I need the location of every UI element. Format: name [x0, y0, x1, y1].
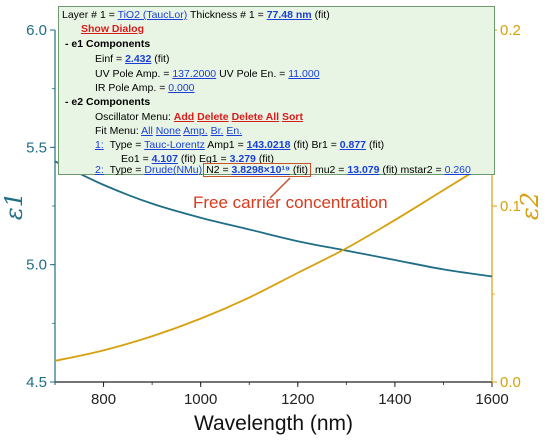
right-y-axis-title: ε2 [516, 192, 544, 220]
osc1-amp-link[interactable]: 143.0218 [246, 139, 291, 151]
thickness-fit: (fit) [314, 9, 330, 21]
carrier-concentration-box: N2 = 3.8298×10¹⁹ (fit) [203, 163, 312, 177]
fit-amp-link[interactable]: Amp. [183, 125, 208, 137]
oscillator-1-energy-row: Eo1 = 4.107 (fit) Eg1 = 3.279 (fit) [121, 153, 274, 166]
left-y-tick-label: 6.0 [26, 22, 47, 39]
osc1-eg-link[interactable]: 3.279 [229, 153, 256, 165]
thickness-label: Thickness # 1 = [189, 9, 264, 21]
show-dialog-button[interactable]: Show Dialog [81, 23, 144, 35]
oscillator-1-row: 1: Type = Tauc-Lorentz Amp1 = 143.0218 (… [95, 139, 384, 152]
ir-amp-value-link[interactable]: 0.000 [168, 82, 195, 94]
fit-menu-label: Fit Menu: [95, 125, 139, 137]
sort-oscillators-button[interactable]: Sort [281, 111, 303, 123]
osc2-mu-label: mu2 = [314, 164, 345, 176]
oscillator-menu: Oscillator Menu: Add Delete Delete All S… [95, 111, 303, 124]
left-y-tick-label: 5.5 [26, 139, 47, 156]
add-oscillator-button[interactable]: Add [173, 111, 195, 123]
oscillator-2-index-link[interactable]: 2: [95, 164, 104, 176]
oscillator-2-row: 2: Type = Drude(NMu) N2 = 3.8298×10¹⁹ (fi… [95, 163, 471, 177]
osc1-eo-link[interactable]: 4.107 [151, 153, 178, 165]
ir-amp-label: IR Pole Amp. = [95, 82, 166, 94]
osc1-br-link[interactable]: 0.877 [339, 139, 367, 151]
einf-label: Einf = [95, 53, 123, 65]
einf-row: Einf = 2.432 (fit) [95, 53, 169, 66]
osc2-n2-link[interactable]: 3.8298×10¹⁹ [231, 164, 290, 176]
fit-menu: Fit Menu: All None Amp. Br. En. [95, 125, 242, 138]
left-y-tick-label: 4.5 [26, 374, 47, 391]
annotation-leader [269, 177, 291, 199]
e2-components-header[interactable]: - e2 Components [65, 96, 151, 108]
osc1-br-label: Br1 = [311, 139, 337, 151]
uv-amp-value-link[interactable]: 137.2000 [172, 68, 217, 80]
uv-en-value-link[interactable]: 11.000 [288, 68, 320, 80]
epsilon1-series-line [54, 160, 493, 278]
layer-material-link[interactable]: TiO2 (TaucLor) [117, 9, 188, 21]
fit-en-link[interactable]: En. [226, 125, 243, 137]
osc2-n2-fit: (fit) [292, 164, 309, 176]
uv-pole-row: UV Pole Amp. = 137.2000 UV Pole En. = 11… [95, 68, 320, 81]
delete-all-oscillators-button[interactable]: Delete All [231, 111, 280, 123]
ir-pole-row: IR Pole Amp. = 0.000 [95, 82, 195, 95]
osc1-eg-label: Eg1 = [198, 153, 227, 165]
right-y-tick-label: 0.1 [500, 198, 521, 215]
x-tick-label: 800 [91, 391, 116, 408]
epsilon2-series-line [54, 159, 493, 362]
osc2-n2-label: N2 = [206, 164, 229, 176]
e1-components-header[interactable]: - e1 Components [65, 38, 151, 50]
osc1-amp-fit: (fit) [293, 139, 309, 151]
einf-value-link[interactable]: 2.432 [125, 53, 152, 65]
delete-oscillator-button[interactable]: Delete [197, 111, 229, 123]
osc2-mstar-label: mstar2 = [400, 164, 442, 176]
fit-none-link[interactable]: None [155, 125, 181, 137]
osc1-eg-fit: (fit) [258, 153, 274, 165]
x-axis-title: Wavelength (nm) [194, 412, 353, 435]
x-tick-label: 1000 [184, 391, 217, 408]
right-y-tick-label: 0.0 [500, 374, 521, 391]
fit-br-link[interactable]: Br. [210, 125, 224, 137]
osc1-eo-label: Eo1 = [121, 153, 149, 165]
osc2-type-link[interactable]: Drude(NMu) [144, 164, 203, 176]
x-tick-label: 1400 [378, 391, 411, 408]
osc1-br-fit: (fit) [368, 139, 385, 151]
x-tick-label: 1200 [281, 391, 314, 408]
oscillator-1-index-link[interactable]: 1: [95, 139, 104, 151]
osc1-type-link[interactable]: Tauc-Lorentz [144, 139, 205, 151]
osc2-type-label: Type = [109, 164, 142, 176]
osc1-eo-fit: (fit) [180, 153, 197, 165]
right-y-tick-label: 0.2 [500, 22, 521, 39]
x-tick-label: 1600 [475, 391, 508, 408]
annotation-text: Free carrier concentration [193, 193, 388, 212]
thickness-value-link[interactable]: 77.48 nm [266, 9, 312, 21]
osc2-mstar-link[interactable]: 0.260 [444, 164, 471, 176]
left-y-tick-label: 5.0 [26, 257, 47, 274]
osc2-mu-link[interactable]: 13.079 [347, 164, 380, 176]
osc1-amp-label: Amp1 = [207, 139, 244, 151]
layer-prefix: Layer # 1 = [62, 9, 115, 21]
oscillator-menu-label: Oscillator Menu: [95, 111, 171, 123]
fit-all-link[interactable]: All [141, 125, 153, 137]
osc1-type-label: Type = [109, 139, 142, 151]
uv-en-label: UV Pole En. = [219, 68, 286, 80]
uv-amp-label: UV Pole Amp. = [95, 68, 170, 80]
left-y-axis-title: ε1 [0, 192, 28, 220]
osc2-mu-fit: (fit) [382, 164, 398, 176]
fit-parameters-panel: Layer # 1 = TiO2 (TaucLor) Thickness # 1… [58, 6, 495, 177]
einf-fit: (fit) [154, 53, 170, 65]
layer-line: Layer # 1 = TiO2 (TaucLor) Thickness # 1… [62, 9, 330, 22]
